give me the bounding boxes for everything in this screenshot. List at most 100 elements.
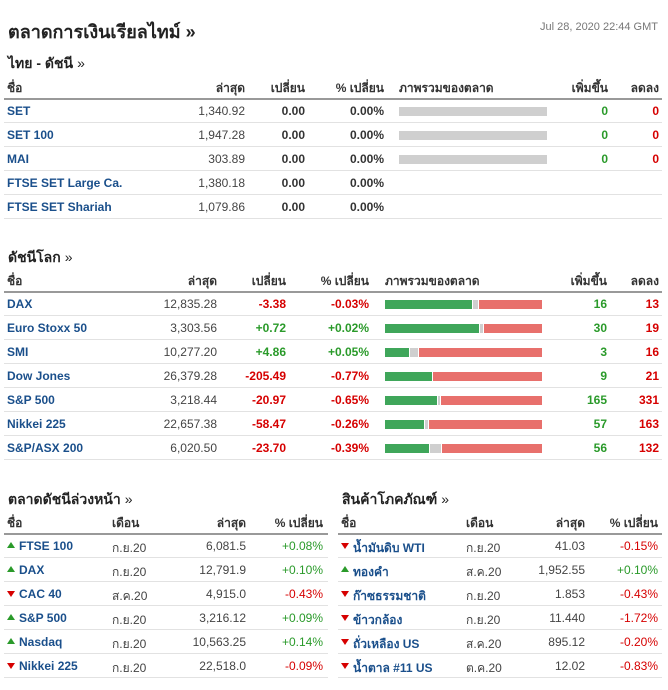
advancers-count: 165 bbox=[586, 393, 607, 407]
table-row[interactable]: Dow Jones 26,379.28 -205.49 -0.77% 9 21 bbox=[4, 364, 662, 388]
contract-month: ส.ค.20 bbox=[466, 637, 502, 651]
instrument-name-link[interactable]: น้ำตาล #11 US bbox=[353, 661, 433, 675]
futures-title-text[interactable]: ตลาดดัชนีล่วงหน้า bbox=[8, 491, 121, 507]
market-overview-bar bbox=[399, 131, 547, 140]
index-name-link[interactable]: Euro Stoxx 50 bbox=[7, 321, 88, 335]
arrow-up-icon bbox=[341, 566, 349, 572]
contract-month: ก.ย.20 bbox=[112, 661, 147, 675]
instrument-name-link[interactable]: ก๊าซธรรมชาติ bbox=[353, 589, 426, 603]
decliners-bar-segment bbox=[479, 300, 542, 309]
percent-change: -0.83% bbox=[619, 659, 658, 673]
decliners-count: 132 bbox=[638, 441, 659, 455]
table-row[interactable]: SET 1,340.92 0.00 0.00% 0 0 bbox=[4, 99, 662, 123]
index-change-value: -58.47 bbox=[251, 417, 286, 431]
index-percent-change: +0.02% bbox=[327, 321, 369, 335]
index-change-value: -20.97 bbox=[251, 393, 286, 407]
index-change-value: 0.00 bbox=[281, 176, 305, 190]
table-row[interactable]: DAX ก.ย.20 12,791.9 +0.10% bbox=[4, 558, 328, 582]
table-row[interactable]: FTSE 100 ก.ย.20 6,081.5 +0.08% bbox=[4, 534, 328, 558]
table-row[interactable]: SET 100 1,947.28 0.00 0.00% 0 0 bbox=[4, 123, 662, 147]
table-row[interactable]: น้ำมันดิบ WTI ก.ย.20 41.03 -0.15% bbox=[338, 534, 662, 558]
instrument-name-link[interactable]: ข้าวกล้อง bbox=[353, 613, 403, 627]
world-col-overview: ภาพรวมของตลาด bbox=[385, 274, 480, 288]
advancers-bar-segment bbox=[385, 420, 424, 429]
index-change-value: -3.38 bbox=[258, 297, 286, 311]
world-section-title[interactable]: ดัชนีโลก» bbox=[8, 247, 73, 269]
index-name-link[interactable]: FTSE SET Shariah bbox=[7, 200, 112, 214]
decliners-count: 0 bbox=[652, 104, 659, 118]
page-title-text[interactable]: ตลาดการเงินเรียลไทม์ bbox=[8, 22, 181, 42]
table-row[interactable]: FTSE SET Large Ca. 1,380.18 0.00 0.00% bbox=[4, 171, 662, 195]
index-percent-change: -0.26% bbox=[330, 417, 369, 431]
index-name-link[interactable]: DAX bbox=[7, 297, 33, 311]
contract-month: ส.ค.20 bbox=[112, 589, 148, 603]
instrument-name-link[interactable]: Nasdaq bbox=[19, 635, 63, 649]
table-row[interactable]: Nikkei 225 ก.ย.20 22,518.0 -0.09% bbox=[4, 654, 328, 678]
instrument-name-link[interactable]: ถั่วเหลือง US bbox=[353, 637, 420, 651]
unchanged-bar-segment bbox=[425, 420, 428, 429]
thai-title-text[interactable]: ไทย - ดัชนี bbox=[8, 55, 74, 71]
index-name-link[interactable]: SET bbox=[7, 104, 31, 118]
index-name-link[interactable]: S&P 500 bbox=[7, 393, 55, 407]
instrument-name-link[interactable]: น้ำมันดิบ WTI bbox=[353, 541, 425, 555]
instrument-name-link[interactable]: Nikkei 225 bbox=[19, 659, 78, 673]
market-overview-bar bbox=[385, 348, 542, 357]
arrow-up-icon bbox=[7, 542, 15, 548]
instrument-name-link[interactable]: FTSE 100 bbox=[19, 539, 74, 553]
table-row[interactable]: DAX 12,835.28 -3.38 -0.03% 16 13 bbox=[4, 292, 662, 316]
thai-section-title[interactable]: ไทย - ดัชนี» bbox=[8, 53, 85, 75]
advancers-count: 56 bbox=[593, 441, 607, 455]
thai-title-chevron[interactable]: » bbox=[77, 55, 85, 71]
table-row[interactable]: ข้าวกล้อง ก.ย.20 11.440 -1.72% bbox=[338, 606, 662, 630]
index-name-link[interactable]: Dow Jones bbox=[7, 369, 71, 383]
table-row[interactable]: SMI 10,277.20 +4.86 +0.05% 3 16 bbox=[4, 340, 662, 364]
table-row[interactable]: MAI 303.89 0.00 0.00% 0 0 bbox=[4, 147, 662, 171]
page-title[interactable]: ตลาดการเงินเรียลไทม์ » bbox=[8, 17, 196, 46]
arrow-up-icon bbox=[7, 614, 15, 620]
table-row[interactable]: CAC 40 ส.ค.20 4,915.0 -0.43% bbox=[4, 582, 328, 606]
table-row[interactable]: ถั่วเหลือง US ส.ค.20 895.12 -0.20% bbox=[338, 630, 662, 654]
table-row[interactable]: ทองคำ ส.ค.20 1,952.55 +0.10% bbox=[338, 558, 662, 582]
index-name-link[interactable]: Nikkei 225 bbox=[7, 417, 66, 431]
index-name-link[interactable]: FTSE SET Large Ca. bbox=[7, 176, 123, 190]
instrument-name-link[interactable]: CAC 40 bbox=[19, 587, 62, 601]
commodities-title-chevron[interactable]: » bbox=[441, 491, 450, 507]
contract-month: ก.ย.20 bbox=[466, 589, 501, 603]
index-name-link[interactable]: MAI bbox=[7, 152, 29, 166]
instrument-name-link[interactable]: ทองคำ bbox=[353, 565, 389, 579]
last-price: 12.02 bbox=[554, 659, 585, 673]
index-name-link[interactable]: SMI bbox=[7, 345, 29, 359]
table-row[interactable]: S&P 500 ก.ย.20 3,216.12 +0.09% bbox=[4, 606, 328, 630]
thai-header-row: ชื่อ ล่าสุด เปลี่ยน % เปลี่ยน ภาพรวมของตลาด เ… bbox=[4, 79, 662, 97]
world-title-chevron[interactable]: » bbox=[64, 249, 73, 265]
futures-col-pct: % เปลี่ยน bbox=[274, 516, 323, 530]
table-row[interactable]: S&P/ASX 200 6,020.50 -23.70 -0.39% 56 132 bbox=[4, 436, 662, 460]
percent-change: +0.09% bbox=[281, 611, 323, 625]
decliners-count: 0 bbox=[652, 152, 659, 166]
table-row[interactable]: FTSE SET Shariah 1,079.86 0.00 0.00% bbox=[4, 195, 662, 219]
commodities-section-title[interactable]: สินค้าโภคภัณฑ์» bbox=[342, 489, 449, 511]
table-row[interactable]: S&P 500 3,218.44 -20.97 -0.65% 165 331 bbox=[4, 388, 662, 412]
table-row[interactable]: น้ำตาล #11 US ต.ค.20 12.02 -0.83% bbox=[338, 654, 662, 678]
advancers-bar-segment bbox=[385, 444, 429, 453]
instrument-name-link[interactable]: S&P 500 bbox=[19, 611, 67, 625]
index-name-link[interactable]: S&P/ASX 200 bbox=[7, 441, 84, 455]
table-row[interactable]: Euro Stoxx 50 3,303.56 +0.72 +0.02% 30 19 bbox=[4, 316, 662, 340]
table-row[interactable]: ก๊าซธรรมชาติ ก.ย.20 1.853 -0.43% bbox=[338, 582, 662, 606]
last-price: 1.853 bbox=[554, 587, 585, 601]
index-name-link[interactable]: SET 100 bbox=[7, 128, 54, 142]
page-title-chevron[interactable]: » bbox=[185, 22, 196, 42]
futures-title-chevron[interactable]: » bbox=[124, 491, 133, 507]
thai-col-last: ล่าสุด bbox=[215, 81, 245, 95]
advancers-count: 16 bbox=[593, 297, 607, 311]
futures-section-title[interactable]: ตลาดดัชนีล่วงหน้า» bbox=[8, 489, 133, 511]
world-title-text[interactable]: ดัชนีโลก bbox=[8, 249, 61, 265]
instrument-name-link[interactable]: DAX bbox=[19, 563, 45, 577]
table-row[interactable]: Nasdaq ก.ย.20 10,563.25 +0.14% bbox=[4, 630, 328, 654]
advancers-bar-segment bbox=[385, 300, 472, 309]
market-overview-bar bbox=[399, 107, 547, 116]
advancers-bar-segment bbox=[385, 396, 437, 405]
index-change-value: -23.70 bbox=[251, 441, 286, 455]
commodities-title-text[interactable]: สินค้าโภคภัณฑ์ bbox=[342, 491, 438, 507]
table-row[interactable]: Nikkei 225 22,657.38 -58.47 -0.26% 57 163 bbox=[4, 412, 662, 436]
